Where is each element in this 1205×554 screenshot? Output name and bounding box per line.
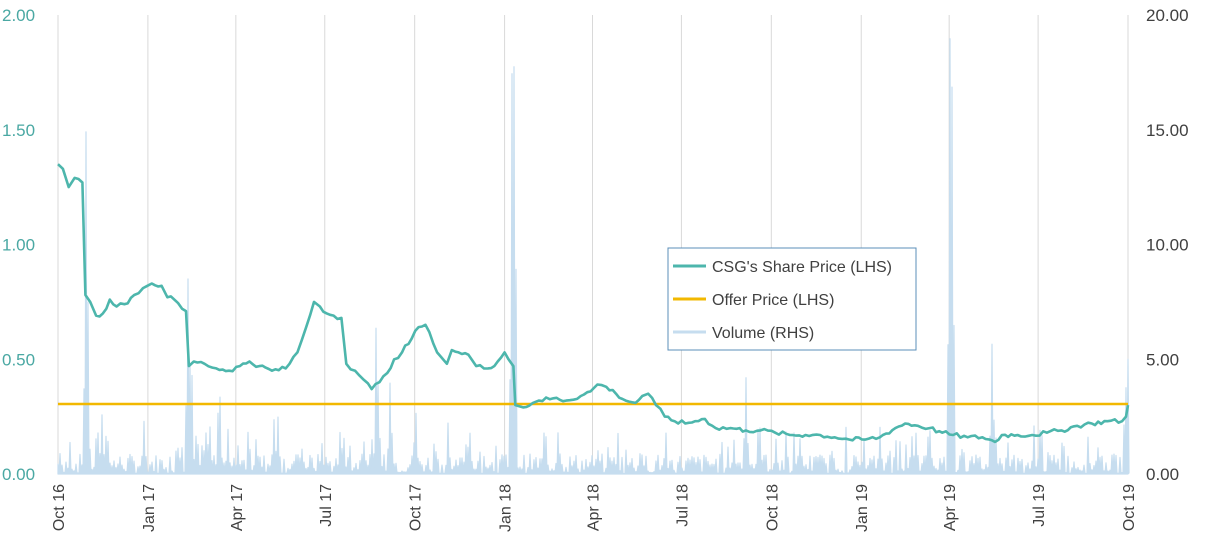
x-tick-label: Oct 19 bbox=[1121, 484, 1138, 531]
x-tick-label: Apr 17 bbox=[229, 484, 246, 531]
volume-area bbox=[57, 38, 1130, 475]
axes: Oct 16 Jan 17 Apr 17 Jul 17 Oct 17 Jan 18 Apr … bbox=[2, 6, 1189, 532]
volume-series bbox=[57, 38, 1130, 475]
y-left-tick-label: 1.50 bbox=[2, 121, 35, 140]
x-tick-label: Jul 17 bbox=[318, 484, 335, 527]
x-tick-label: Oct 16 bbox=[51, 484, 68, 531]
legend: CSG's Share Price (LHS) Offer Price (LHS)… bbox=[667, 247, 917, 351]
y-right-tick-label: 15.00 bbox=[1146, 121, 1189, 140]
x-tick-label: Jul 18 bbox=[674, 484, 691, 527]
legend-box bbox=[667, 247, 917, 351]
y-left-tick-label: 1.00 bbox=[2, 236, 35, 255]
share-price-series bbox=[57, 163, 1130, 444]
x-tick-label: Oct 17 bbox=[408, 484, 425, 531]
y-right-tick-label: 5.00 bbox=[1146, 350, 1179, 369]
legend-label: CSG's Share Price (LHS) bbox=[712, 259, 892, 276]
x-tick-label: Oct 18 bbox=[764, 484, 781, 531]
x-tick-label: Jan 17 bbox=[141, 484, 158, 532]
y-right-tick-label: 10.00 bbox=[1146, 236, 1189, 255]
share-price-line bbox=[57, 163, 1130, 444]
x-tick-label: Apr 18 bbox=[586, 484, 603, 531]
y-left-tick-label: 0.00 bbox=[2, 465, 35, 484]
y-left-tick-label: 2.00 bbox=[2, 6, 35, 25]
x-tick-label: Jan 18 bbox=[498, 484, 515, 532]
x-tick-label: Apr 19 bbox=[942, 484, 959, 531]
y-right-tick-label: 0.00 bbox=[1146, 465, 1179, 484]
x-tick-label: Jan 19 bbox=[854, 484, 871, 532]
y-right-tick-label: 20.00 bbox=[1146, 6, 1189, 25]
legend-label: Volume (RHS) bbox=[712, 325, 814, 342]
x-tick-label: Jul 19 bbox=[1031, 484, 1048, 527]
y-left-tick-label: 0.50 bbox=[2, 350, 35, 369]
legend-label: Offer Price (LHS) bbox=[712, 292, 834, 309]
